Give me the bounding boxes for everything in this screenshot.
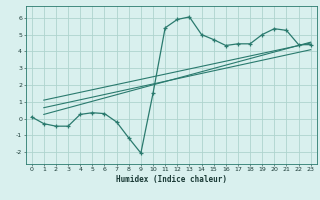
X-axis label: Humidex (Indice chaleur): Humidex (Indice chaleur) [116, 175, 227, 184]
